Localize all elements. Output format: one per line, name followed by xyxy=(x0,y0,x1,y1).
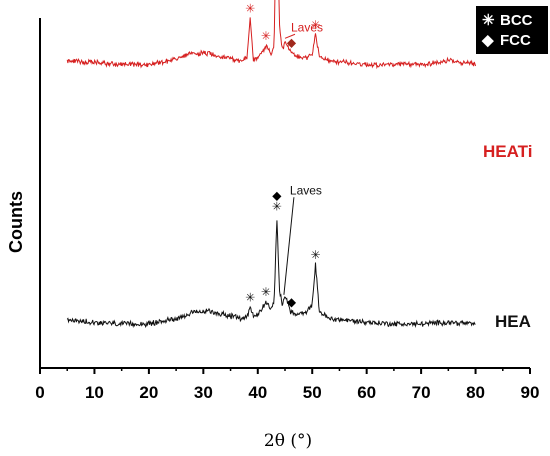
laves-annotation: Laves xyxy=(290,183,322,197)
bcc-marker: ✳ xyxy=(310,18,320,32)
x-tick-label: 60 xyxy=(357,383,376,402)
series-layer xyxy=(66,0,477,329)
bcc-marker: ✳ xyxy=(245,1,255,15)
x-tick-label: 10 xyxy=(85,383,104,402)
x-tick-label: 30 xyxy=(194,383,213,402)
series-line-heati xyxy=(66,0,477,70)
laves-pointer xyxy=(283,197,295,295)
x-tick-label: 80 xyxy=(466,383,485,402)
legend-label: BCC xyxy=(500,12,533,29)
bcc-marker: ✳ xyxy=(310,248,320,262)
bcc-marker: ✳ xyxy=(261,29,271,43)
x-axis-title: 2θ (°) xyxy=(264,431,312,451)
series-line-hea xyxy=(66,220,476,329)
bcc-legend-symbol: ✳ xyxy=(482,12,495,29)
x-ticks: 0 10 20 30 40 50 60 70 80 90 xyxy=(35,368,539,402)
annotations: Laves Laves xyxy=(283,20,323,295)
fcc-marker: ◆ xyxy=(272,189,282,203)
peak-markers: ✳✳✳◆◆✳✳✳✳◆◆✳ xyxy=(245,1,320,309)
x-tick-label: 50 xyxy=(303,383,322,402)
bcc-marker: ✳ xyxy=(272,200,282,214)
fcc-marker: ◆ xyxy=(287,295,297,309)
series-label-hea: HEA xyxy=(495,312,531,331)
x-tick-label: 70 xyxy=(412,383,431,402)
x-tick-label: 0 xyxy=(35,383,44,402)
bcc-marker: ✳ xyxy=(245,290,255,304)
legend-box xyxy=(476,6,548,54)
axes xyxy=(39,18,530,369)
fcc-marker: ◆ xyxy=(287,36,297,50)
y-axis-title: Counts xyxy=(6,191,26,253)
legend: ✳ BCC ◆ FCC xyxy=(476,6,548,54)
x-tick-label: 40 xyxy=(248,383,267,402)
bcc-marker: ✳ xyxy=(261,285,271,299)
x-tick-label: 20 xyxy=(139,383,158,402)
series-labels: HEATi HEA xyxy=(483,142,532,331)
x-tick-label: 90 xyxy=(521,383,540,402)
laves-annotation: Laves xyxy=(291,20,323,34)
legend-label: FCC xyxy=(500,32,531,49)
series-label-heati: HEATi xyxy=(483,142,532,161)
laves-pointer xyxy=(284,33,296,39)
fcc-legend-symbol: ◆ xyxy=(481,32,494,49)
